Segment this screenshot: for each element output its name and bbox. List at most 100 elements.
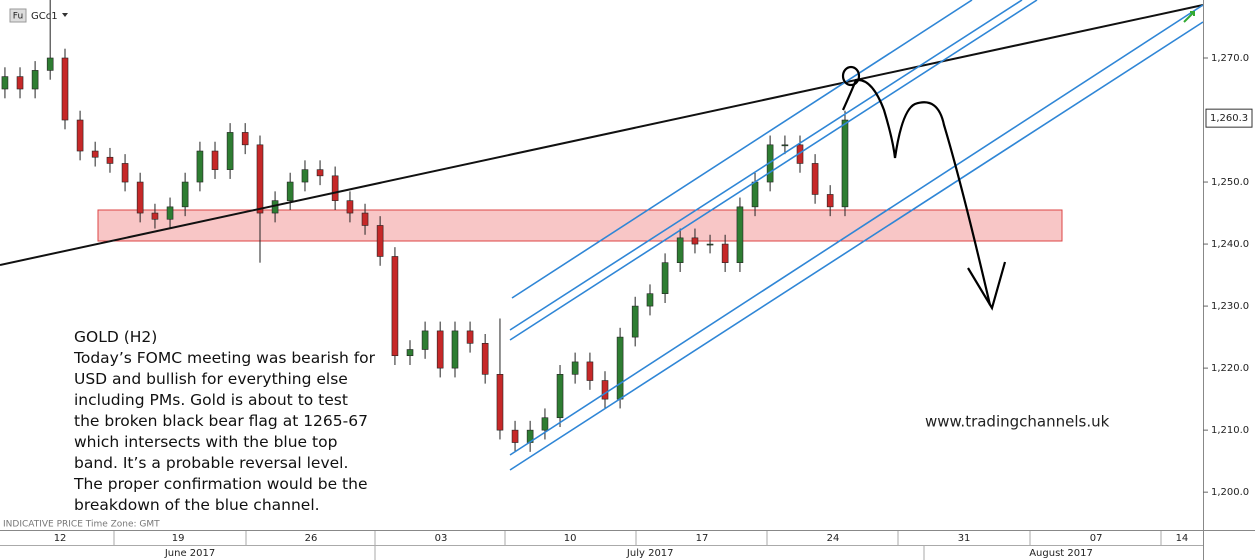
x-tick-label: 19 (172, 533, 185, 544)
y-tick-label: 1,230.0 (1211, 301, 1249, 312)
last-price-box (1205, 108, 1253, 128)
candle-body (631, 305, 639, 338)
support-zone (97, 209, 1063, 242)
candle-body (106, 156, 114, 164)
candle-body (841, 119, 849, 208)
candle-body (361, 212, 369, 226)
candle-body (61, 57, 69, 121)
candle-body (481, 343, 489, 375)
x-separators (113, 531, 1162, 560)
candle-body (511, 429, 519, 443)
candle-body (541, 417, 549, 431)
y-tick-label: 1,250.0 (1211, 177, 1249, 188)
symbol-badge (9, 8, 27, 23)
x-tick-label: 14 (1176, 533, 1189, 544)
x-tick-label: 17 (696, 533, 709, 544)
candle-body (16, 76, 24, 90)
watermark: www.tradingchannels.uk (925, 413, 1110, 431)
candle-body (646, 293, 654, 307)
candle-body (76, 119, 84, 152)
candle-body (166, 206, 174, 220)
candle-body (811, 163, 819, 195)
candle-body (691, 237, 699, 245)
candle-body (451, 330, 459, 369)
candle-body (376, 225, 384, 257)
y-tick-label: 1,210.0 (1211, 425, 1249, 436)
footer: INDICATIVE PRICE Time Zone: GMT (3, 520, 160, 530)
note-line: Today’s FOMC meeting was bearish for (73, 349, 376, 367)
month-label: August 2017 (1029, 548, 1093, 559)
note-line: band. It’s a probable reversal level. (74, 454, 348, 472)
candle-body (391, 256, 399, 357)
x-tick-label: 12 (54, 533, 67, 544)
note: Today’s FOMC meeting was bearish for USD … (73, 349, 376, 514)
channel-lines (509, 0, 1204, 471)
x-tick-label: 26 (305, 533, 318, 544)
candle-body (751, 181, 759, 208)
note-line: breakdown of the blue channel. (74, 496, 320, 514)
y-tick-label: 1,240.0 (1211, 239, 1249, 250)
candle-body (346, 200, 354, 214)
candle-body (316, 169, 324, 177)
note-line: including PMs. Gold is about to test (74, 391, 348, 409)
candle-body (736, 206, 744, 263)
candle-body (676, 237, 684, 263)
candle-body (31, 70, 39, 90)
note-line: USD and bullish for everything else (74, 370, 348, 388)
candle-body (301, 169, 309, 183)
candle-body (571, 361, 579, 375)
candle-body (616, 336, 624, 400)
candle-body (556, 374, 564, 419)
y-tick-label: 1,270.0 (1211, 53, 1249, 64)
month-label: July 2017 (626, 548, 674, 559)
x-tick-label: 10 (564, 533, 577, 544)
x-tick-label: 31 (958, 533, 971, 544)
candle-body (151, 212, 159, 220)
candle-body (211, 150, 219, 170)
candle-body (286, 181, 294, 201)
y-tick-label: 1,220.0 (1211, 363, 1249, 374)
candle-body (586, 361, 594, 381)
candle-body (91, 150, 99, 158)
candle-body (331, 175, 339, 201)
last-price-label: 1,260.3 (1210, 113, 1248, 124)
axes: 1,200.0 1,210.0 1,220.0 1,230.0 1,240.0 1,250… (54, 53, 1253, 559)
symbol[interactable]: GCc1 (31, 11, 58, 22)
candle-body (436, 330, 444, 369)
x-tick-label: 03 (435, 533, 448, 544)
candle-body (196, 150, 204, 183)
candle-body (256, 144, 264, 214)
candle-body (121, 163, 129, 183)
month-label: June 2017 (164, 548, 215, 559)
candle-body (406, 349, 414, 357)
candle-body (601, 380, 609, 400)
candle-body (781, 144, 789, 147)
candle-body (466, 330, 474, 344)
candle-body (706, 243, 714, 246)
candle-body (136, 181, 144, 214)
candle-body (826, 194, 834, 208)
candle-body (226, 132, 234, 170)
note-line: The proper confirmation would be the (73, 475, 368, 493)
projection-arrow (841, 65, 1007, 311)
y-tick-label: 1,200.0 (1211, 487, 1249, 498)
candles (1, 0, 849, 452)
symbol-dropdown[interactable] (62, 13, 68, 17)
note-line: the broken black bear flag at 1265-67 (74, 412, 368, 430)
candle-body (46, 57, 54, 71)
note-line: which intersects with the blue top (74, 433, 337, 451)
candle-body (241, 132, 249, 146)
candle-body (721, 243, 729, 263)
note-title: GOLD (H2) (74, 328, 157, 346)
x-tick-label: 24 (827, 533, 840, 544)
candle-body (496, 374, 504, 431)
x-tick-label: 07 (1090, 533, 1103, 544)
candle-body (181, 181, 189, 208)
status-icon (1183, 11, 1195, 23)
candle-body (661, 262, 669, 294)
symbol-badge-text: Fu (13, 12, 23, 22)
candle-body (1, 76, 9, 90)
